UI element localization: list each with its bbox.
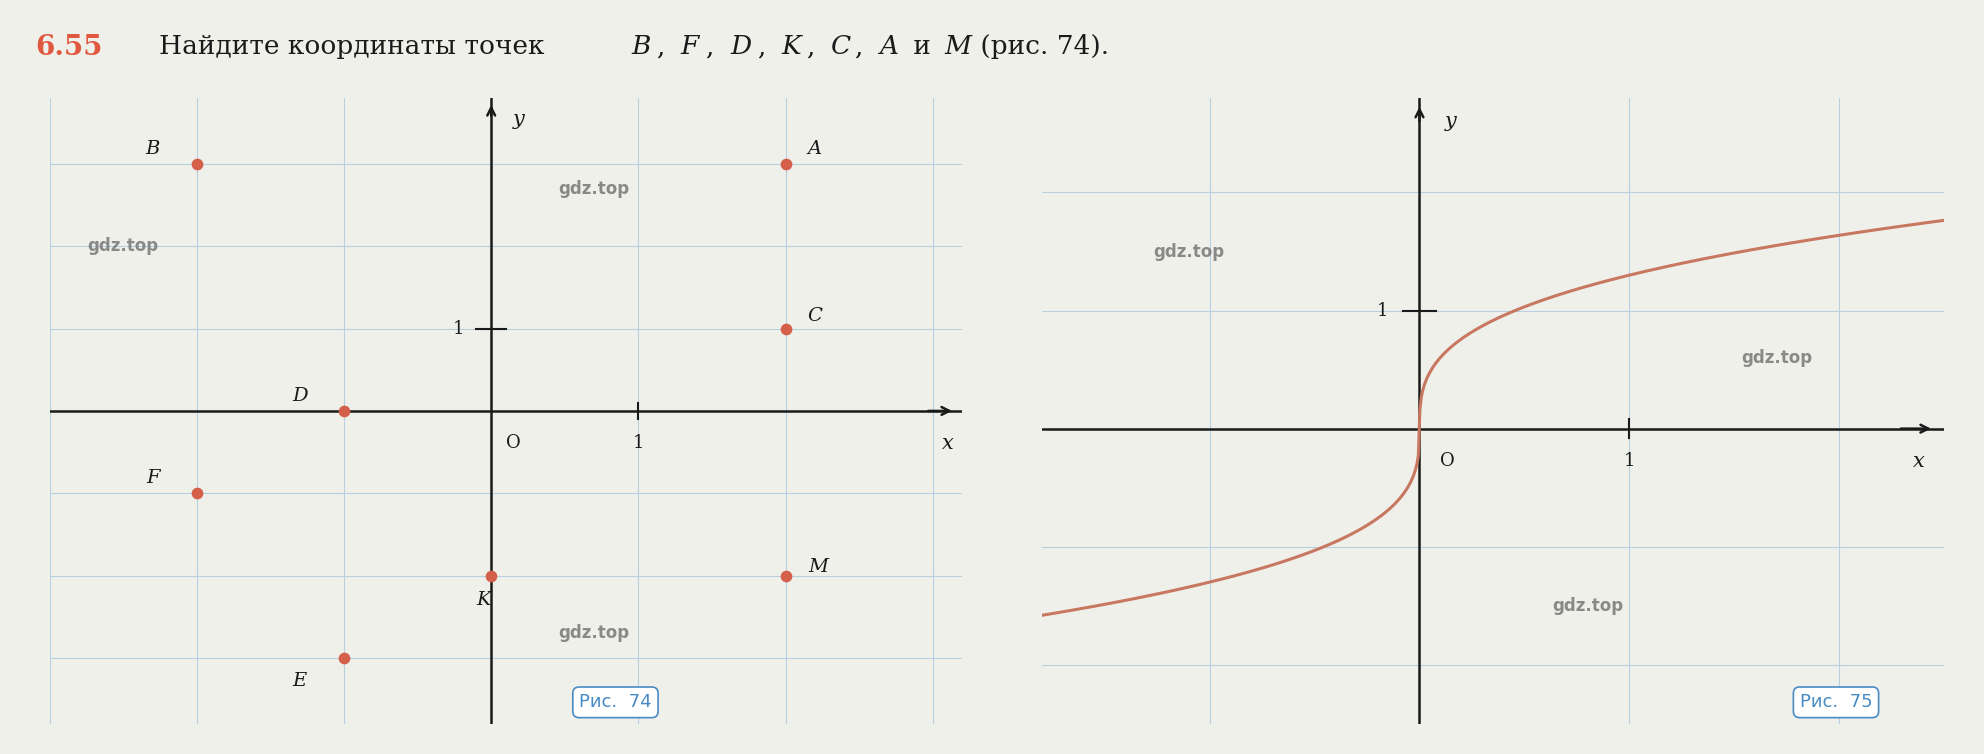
Text: x: x	[1913, 452, 1924, 471]
Text: (рис. 74).: (рис. 74).	[972, 35, 1109, 60]
Text: 6.55: 6.55	[36, 35, 103, 61]
Point	[770, 158, 802, 170]
Text: ,: ,	[706, 35, 722, 60]
Text: B: B	[145, 140, 161, 158]
Text: Рис.  75: Рис. 75	[1799, 694, 1873, 711]
Point	[181, 158, 212, 170]
Text: gdz.top: gdz.top	[1153, 243, 1224, 261]
Text: O: O	[506, 434, 520, 452]
Text: M: M	[807, 559, 827, 576]
Text: gdz.top: gdz.top	[1740, 349, 1811, 366]
Text: y: y	[514, 110, 526, 130]
Text: x: x	[942, 434, 954, 453]
Text: K: K	[782, 35, 802, 60]
Point	[327, 652, 359, 664]
Text: 1: 1	[1623, 452, 1635, 470]
Text: F: F	[147, 470, 159, 487]
Point	[770, 569, 802, 581]
Text: gdz.top: gdz.top	[87, 238, 159, 256]
Text: O: O	[1440, 452, 1454, 470]
Text: gdz.top: gdz.top	[559, 624, 629, 642]
Text: M: M	[944, 35, 972, 60]
Text: ,: ,	[657, 35, 673, 60]
Text: C: C	[807, 307, 823, 325]
Text: K: K	[476, 591, 492, 609]
Point	[327, 405, 359, 417]
Text: F: F	[681, 35, 698, 60]
Text: B: B	[631, 35, 651, 60]
Text: y: y	[1444, 112, 1456, 131]
Text: ,: ,	[855, 35, 871, 60]
Text: A: A	[807, 140, 821, 158]
Text: 1: 1	[452, 320, 464, 338]
Text: gdz.top: gdz.top	[1551, 596, 1623, 615]
Point	[770, 323, 802, 335]
Text: и: и	[905, 35, 938, 60]
Text: C: C	[831, 35, 851, 60]
Text: 1: 1	[633, 434, 645, 452]
Text: D: D	[730, 35, 752, 60]
Text: E: E	[294, 672, 308, 690]
Text: gdz.top: gdz.top	[559, 179, 629, 198]
Point	[476, 569, 508, 581]
Text: D: D	[292, 387, 308, 405]
Text: Найдите координаты точек: Найдите координаты точек	[159, 35, 554, 60]
Text: A: A	[879, 35, 899, 60]
Text: Рис.  74: Рис. 74	[579, 694, 653, 711]
Text: ,: ,	[807, 35, 823, 60]
Point	[181, 487, 212, 499]
Text: ,: ,	[758, 35, 774, 60]
Text: 1: 1	[1377, 302, 1389, 320]
